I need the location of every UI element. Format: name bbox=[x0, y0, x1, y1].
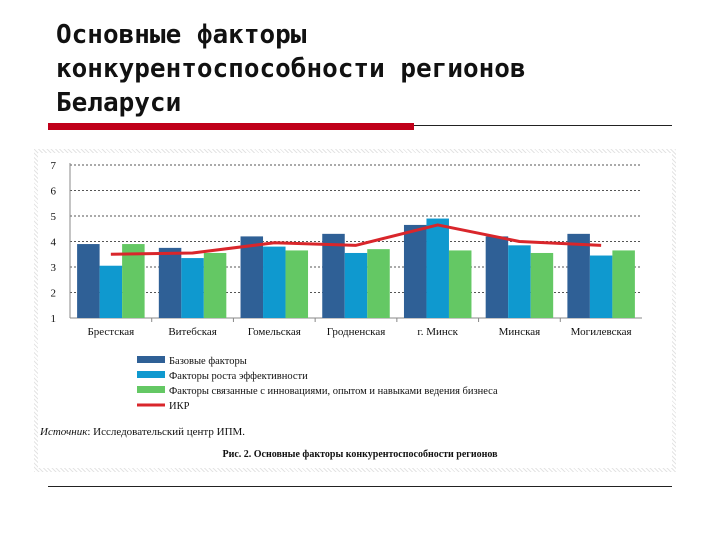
bar-1-2 bbox=[158, 247, 182, 318]
source-text: : Исследовательский центр ИПМ. bbox=[87, 426, 246, 438]
y-tick-label: 6 bbox=[51, 186, 57, 198]
figure-caption: Рис. 2. Основные факторы конкурентоспосо… bbox=[222, 449, 498, 460]
bar-3-1 bbox=[122, 244, 145, 318]
bar-2-1 bbox=[99, 265, 123, 318]
x-tick-label: Витебская bbox=[168, 326, 217, 338]
bar-1-5 bbox=[403, 224, 427, 318]
bar-2-5 bbox=[426, 218, 449, 318]
x-tick-label: Могилевская bbox=[571, 326, 632, 338]
bottom-rule bbox=[48, 486, 672, 487]
bar-1-6 bbox=[485, 236, 509, 318]
slide-title: Основные факторы конкурентоспособности р… bbox=[56, 20, 526, 118]
x-tick-label: Гродненская bbox=[327, 326, 386, 338]
legend-swatch-2 bbox=[137, 371, 165, 378]
bar-1-1 bbox=[77, 244, 100, 318]
x-tick-label: Минская bbox=[499, 326, 541, 338]
y-tick-label: 2 bbox=[51, 288, 57, 300]
bar-3-4 bbox=[367, 249, 390, 318]
legend-label-2: Факторы роста эффективности bbox=[169, 371, 308, 382]
x-tick-label: г. Минск bbox=[417, 326, 458, 338]
bar-1-4 bbox=[322, 233, 345, 318]
legend-label-3: Факторы связанные с инновациями, опытом … bbox=[169, 386, 498, 397]
legend-swatch-1 bbox=[137, 356, 165, 363]
bar-1-3 bbox=[240, 236, 264, 318]
y-tick-label: 4 bbox=[51, 237, 57, 249]
bar-2-7 bbox=[589, 255, 613, 318]
x-tick-label: Гомельская bbox=[248, 326, 301, 338]
source-label: Источник bbox=[40, 426, 88, 438]
bar-3-2 bbox=[203, 252, 227, 318]
legend-swatch-3 bbox=[137, 386, 165, 393]
legend-label-4: ИКР bbox=[169, 401, 190, 412]
bar-2-2 bbox=[181, 258, 204, 318]
bar-3-7 bbox=[612, 250, 635, 318]
legend-label-1: Базовые факторы bbox=[169, 356, 247, 367]
y-tick-label: 1 bbox=[51, 313, 57, 325]
bar-1-7 bbox=[567, 233, 590, 318]
bar-3-6 bbox=[530, 252, 554, 318]
y-tick-label: 3 bbox=[51, 262, 57, 274]
bar-3-5 bbox=[448, 250, 472, 318]
bar-3-3 bbox=[285, 250, 309, 318]
title-accent-bar bbox=[48, 123, 414, 130]
bar-2-3 bbox=[263, 246, 286, 318]
bar-2-4 bbox=[344, 252, 368, 318]
source-note: Источник: Исследовательский центр ИПМ. bbox=[40, 426, 245, 438]
y-tick-label: 5 bbox=[51, 211, 57, 223]
bar-2-6 bbox=[508, 245, 531, 318]
y-tick-label: 7 bbox=[51, 160, 57, 172]
x-tick-label: Брестская bbox=[87, 326, 134, 338]
